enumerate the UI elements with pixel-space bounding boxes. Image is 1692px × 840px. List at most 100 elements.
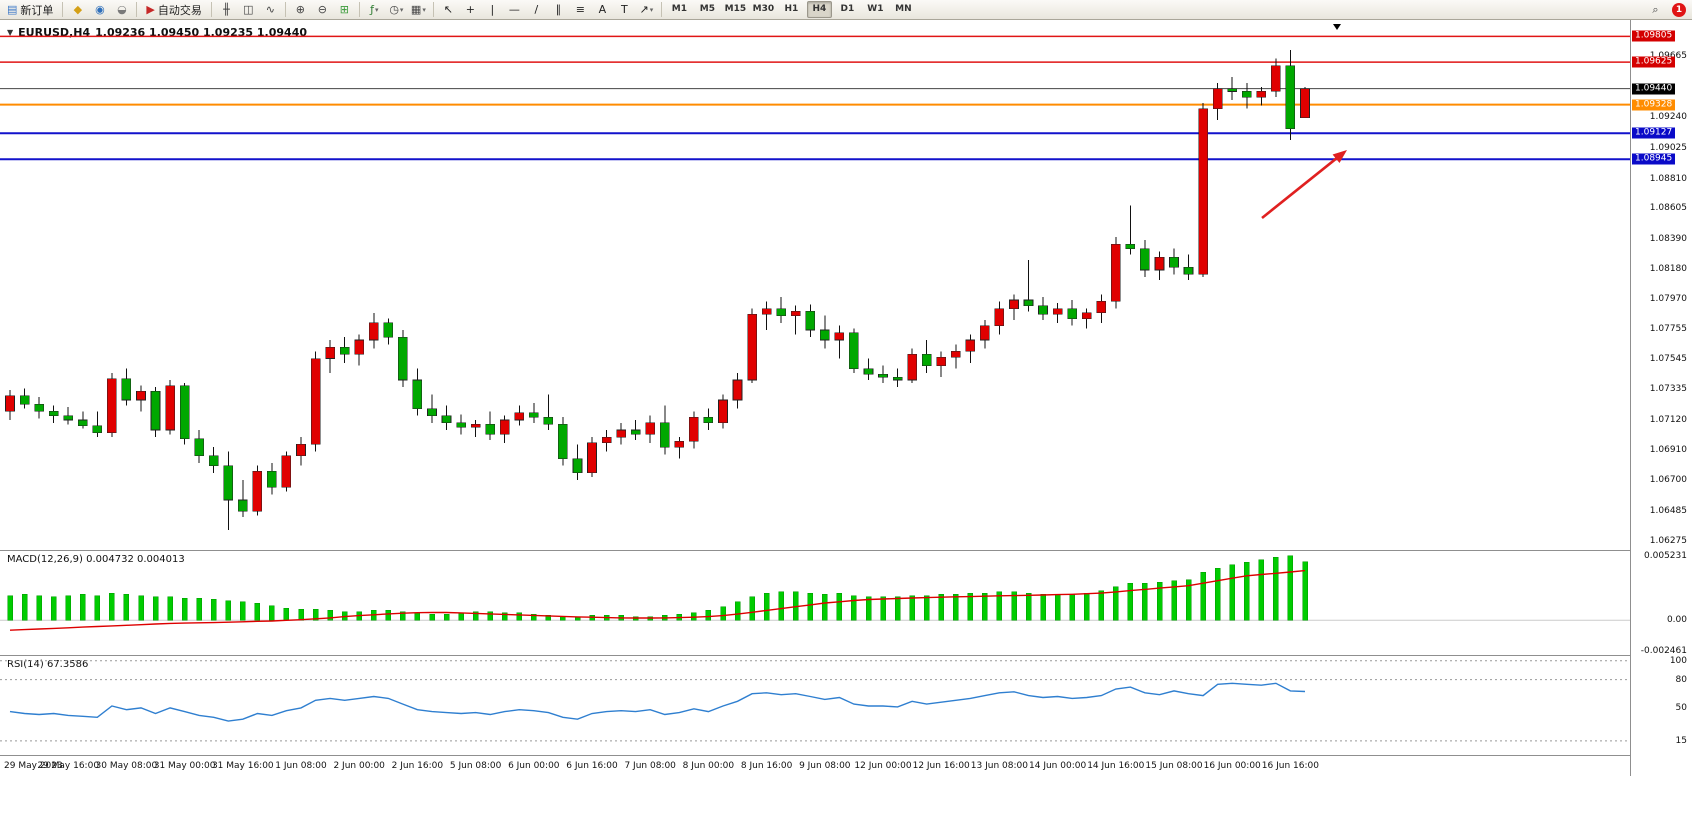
add-indicator-icon: ƒ bbox=[370, 2, 375, 16]
tile-windows-icon[interactable]: ⊞ bbox=[334, 1, 355, 19]
add-indicator-icon[interactable]: ƒ ▾ bbox=[364, 1, 385, 19]
trendline-icon: / bbox=[534, 2, 539, 16]
vertical-line-icon[interactable]: | bbox=[482, 1, 503, 19]
time-tick-label: 16 Jun 16:00 bbox=[1261, 761, 1319, 771]
mql5-community-icon[interactable]: ◒ bbox=[111, 1, 132, 19]
time-tick-label: 31 May 00:00 bbox=[153, 761, 216, 771]
price-pane[interactable] bbox=[0, 20, 1630, 550]
toolbar-separator bbox=[660, 2, 662, 17]
timeframe-h1[interactable]: H1 bbox=[784, 4, 799, 14]
new-order-button[interactable]: ▤ 新订单 bbox=[2, 1, 58, 19]
timeframe-m1[interactable]: M1 bbox=[671, 4, 687, 14]
support-tag-2: 1.08945 bbox=[1632, 153, 1676, 165]
time-tick-label: 8 Jun 16:00 bbox=[740, 761, 793, 771]
time-axis[interactable]: 29 May 2023 29 May 16:00 30 May 08:00 31 Ma… bbox=[0, 756, 1630, 776]
time-tick-label: 5 Jun 08:00 bbox=[449, 761, 502, 771]
auto-trading-button-label: 自动交易 bbox=[157, 3, 202, 17]
trend-arrow-annotation[interactable] bbox=[1261, 150, 1347, 220]
price-tick-label: 1.08810 bbox=[1649, 173, 1687, 184]
price-tick-label: 1.06485 bbox=[1649, 505, 1687, 516]
quick-trade-expander-icon[interactable]: ▼ bbox=[7, 28, 14, 37]
market-watch-icon[interactable]: ◉ bbox=[89, 1, 110, 19]
macd-signal-line bbox=[9, 569, 1306, 631]
notification-badge[interactable]: 1 bbox=[1672, 2, 1686, 17]
toolbar-separator bbox=[62, 2, 64, 17]
time-tick-label: 15 Jun 08:00 bbox=[1145, 761, 1203, 771]
vertical-line-icon: | bbox=[490, 2, 495, 16]
time-tick-label: 31 May 16:00 bbox=[211, 761, 274, 771]
time-tick-label: 12 Jun 16:00 bbox=[912, 761, 970, 771]
timeframe-m30[interactable]: M30 bbox=[752, 4, 775, 14]
candlestick-chart-icon[interactable]: ◫ bbox=[238, 1, 259, 19]
macd-tick-label: 0.005231 bbox=[1644, 550, 1687, 561]
price-tick-label: 1.09240 bbox=[1649, 112, 1687, 123]
price-tick-label: 1.08605 bbox=[1649, 202, 1687, 213]
arrows-icon[interactable]: ↗ ▾ bbox=[636, 1, 657, 19]
crosshair-icon: + bbox=[465, 2, 475, 16]
template-icon[interactable]: ▦ ▾ bbox=[408, 1, 429, 19]
macd-pane[interactable] bbox=[0, 551, 1630, 655]
time-tick-label: 6 Jun 00:00 bbox=[508, 761, 560, 771]
fibonacci-icon: ≡ bbox=[575, 2, 585, 16]
timeframe-mn[interactable]: MN bbox=[895, 4, 912, 14]
text-icon[interactable]: A bbox=[592, 1, 613, 19]
time-tick-label: 29 May 16:00 bbox=[37, 761, 100, 771]
pane-separator[interactable] bbox=[0, 655, 1692, 656]
price-tick-label: 1.07755 bbox=[1649, 324, 1687, 335]
zoom-out-icon: ⊖ bbox=[317, 2, 327, 16]
resistance-tag-1: 1.09805 bbox=[1632, 30, 1676, 42]
toolbar-left-group: ▤ 新订单 ◆ ◉ ◒ ▶ 自动交易 ╫ ◫ ∿ ⊕ ⊖ ⊞ ƒ ▾ ◷ ▾ ▦ ▾ ↖ + | — / ∥ ≡ A T ↗ ▾ M1 M5 M… bbox=[2, 1, 1645, 19]
timeframe-m15[interactable]: M15 bbox=[724, 4, 747, 14]
chevron-down-icon: ▾ bbox=[375, 5, 379, 14]
zoom-in-icon: ⊕ bbox=[295, 2, 305, 16]
period-icon: ◷ bbox=[389, 2, 399, 16]
search-icon[interactable]: ⌕ bbox=[1652, 2, 1659, 16]
price-axis[interactable]: 1.09665 1.09240 1.09025 1.08810 1.08605 1.083… bbox=[1630, 20, 1692, 776]
rsi-pane[interactable] bbox=[0, 656, 1630, 755]
fibonacci-icon[interactable]: ≡ bbox=[570, 1, 591, 19]
channel-icon[interactable]: ∥ bbox=[548, 1, 569, 19]
time-tick-label: 1 Jun 08:00 bbox=[275, 761, 327, 771]
toolbar: ▤ 新订单 ◆ ◉ ◒ ▶ 自动交易 ╫ ◫ ∿ ⊕ ⊖ ⊞ ƒ ▾ ◷ ▾ ▦ ▾ ↖ + | — / ∥ ≡ A T ↗ ▾ M1 M5 M… bbox=[0, 0, 1692, 20]
chevron-down-icon: ▾ bbox=[422, 5, 426, 14]
timeframe-d1[interactable]: D1 bbox=[840, 4, 855, 14]
candles bbox=[5, 50, 1310, 530]
time-tick-label: 13 Jun 08:00 bbox=[970, 761, 1028, 771]
timeframe-m5[interactable]: M5 bbox=[699, 4, 715, 14]
time-tick-label: 12 Jun 00:00 bbox=[854, 761, 912, 771]
time-tick-label: 29 May 2023 bbox=[4, 761, 63, 771]
label-icon[interactable]: T bbox=[614, 1, 635, 19]
new-order-button-label: 新订单 bbox=[20, 3, 54, 17]
chart-shift-marker[interactable] bbox=[1333, 24, 1341, 30]
price-tick-label: 1.08390 bbox=[1649, 233, 1687, 244]
zoom-out-icon[interactable]: ⊖ bbox=[312, 1, 333, 19]
horizontal-line-icon[interactable]: — bbox=[504, 1, 525, 19]
zoom-in-icon[interactable]: ⊕ bbox=[290, 1, 311, 19]
rsi-tick-label: 15 bbox=[1675, 735, 1687, 746]
period-icon[interactable]: ◷ ▾ bbox=[386, 1, 407, 19]
channel-icon: ∥ bbox=[555, 2, 562, 16]
new-order-icon: ▤ bbox=[7, 3, 18, 16]
macd-indicator-label: MACD(12,26,9) 0.004732 0.004013 bbox=[7, 554, 185, 565]
bar-chart-icon[interactable]: ╫ bbox=[216, 1, 237, 19]
price-tick-label: 1.06700 bbox=[1649, 475, 1687, 485]
toolbar-separator bbox=[358, 2, 360, 17]
price-tick-label: 1.07335 bbox=[1649, 384, 1687, 395]
toolbar-separator bbox=[284, 2, 286, 17]
line-chart-icon[interactable]: ∿ bbox=[260, 1, 281, 19]
time-tick-label: 30 May 08:00 bbox=[95, 761, 158, 771]
crosshair-icon[interactable]: + bbox=[460, 1, 481, 19]
auto-trading-button[interactable]: ▶ 自动交易 bbox=[141, 1, 206, 19]
timeframe-w1[interactable]: W1 bbox=[867, 4, 884, 14]
price-tick-label: 1.08180 bbox=[1649, 263, 1687, 274]
metaeditor-icon[interactable]: ◆ bbox=[67, 1, 88, 19]
price-tick-label: 1.06910 bbox=[1649, 445, 1687, 455]
mql5-community-icon: ◒ bbox=[117, 2, 127, 16]
timeframe-h4[interactable]: H4 bbox=[806, 1, 832, 18]
macd-tick-label: 0.00 bbox=[1666, 615, 1687, 626]
pane-separator[interactable] bbox=[0, 550, 1692, 551]
trendline-icon[interactable]: / bbox=[526, 1, 547, 19]
tile-windows-icon: ⊞ bbox=[339, 2, 349, 16]
cursor-icon[interactable]: ↖ bbox=[438, 1, 459, 19]
